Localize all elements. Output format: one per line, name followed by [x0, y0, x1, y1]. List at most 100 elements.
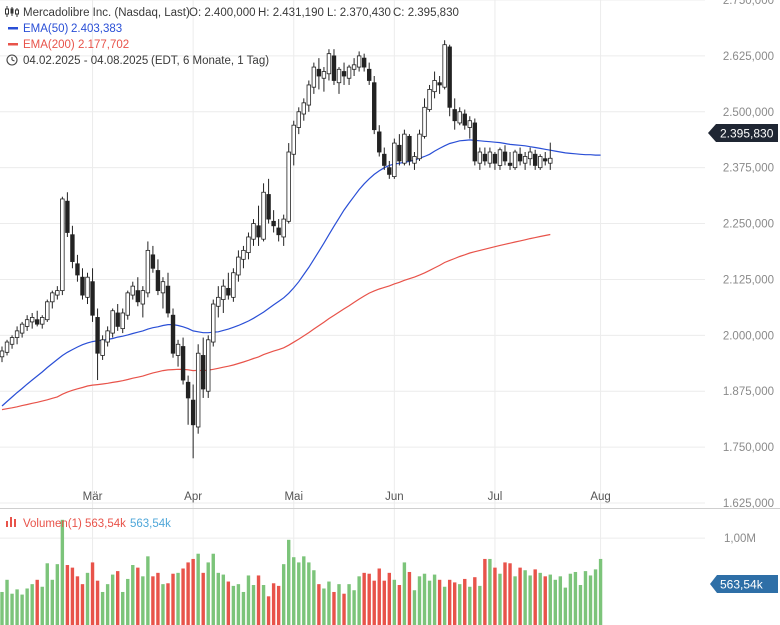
- volume-bar: [146, 556, 150, 625]
- time-axis[interactable]: Mär Apr Mai Jun Jul Aug: [83, 491, 611, 503]
- candle: [437, 76, 442, 94]
- candle: [256, 205, 261, 246]
- volume-bar: [186, 562, 190, 625]
- volume-bar: [447, 579, 452, 625]
- candle: [356, 51, 362, 72]
- candle: [216, 286, 221, 318]
- candle: [55, 286, 60, 300]
- candle: [85, 272, 90, 305]
- volume-bar: [266, 596, 271, 625]
- volume-bar: [578, 585, 583, 625]
- open-value: O: 2.400,000: [189, 7, 256, 19]
- volume-bar: [176, 572, 180, 625]
- volume-bar: [131, 565, 135, 625]
- volume-bar: [276, 585, 281, 625]
- bar-chart-icon: [6, 517, 16, 527]
- candle: [125, 290, 130, 320]
- candle: [65, 192, 70, 237]
- candle: [311, 62, 317, 94]
- candle: [301, 98, 306, 121]
- candle: [130, 281, 135, 300]
- candle: [276, 219, 281, 242]
- candle: [95, 308, 100, 381]
- volume-bar: [151, 576, 155, 625]
- candle: [512, 149, 518, 170]
- candle: [392, 138, 397, 179]
- volume-bar: [246, 575, 251, 625]
- candle: [472, 118, 478, 166]
- volume-bar: [417, 576, 422, 625]
- candle: [261, 183, 266, 242]
- candle: [321, 67, 327, 92]
- volume-bar: [463, 578, 467, 625]
- volume-bar: [558, 576, 563, 625]
- candle: [195, 344, 201, 434]
- volume-bar: [35, 579, 39, 625]
- last-volume-value: 563,54k: [720, 578, 764, 592]
- candle: [105, 326, 110, 347]
- candle: [70, 225, 75, 269]
- volume-bar: [453, 582, 457, 625]
- volume-bar: [362, 572, 366, 625]
- volume-bar: [498, 573, 502, 625]
- candle: [492, 152, 498, 170]
- volume-legend: Volumen(1) 563,54k 563,54k: [6, 517, 171, 530]
- volume-bar: [292, 557, 296, 625]
- ema200-label: EMA(200): [23, 39, 75, 51]
- ema200-layer: [1, 233, 551, 411]
- candle: [538, 154, 543, 170]
- price-tick-label: 2.500,000: [723, 107, 774, 119]
- low-value: L: 2.370,430: [327, 7, 391, 19]
- price-tick-label: 1.625,000: [723, 498, 774, 510]
- candle: [185, 375, 191, 425]
- volume-bar: [297, 562, 301, 625]
- volume-bar: [40, 586, 44, 625]
- candle: [35, 310, 40, 327]
- candle: [150, 245, 156, 273]
- candle: [29, 312, 35, 329]
- volume-bar: [241, 591, 246, 625]
- volume-bar: [126, 578, 130, 625]
- time-tick-label: Mai: [284, 491, 303, 503]
- volume-bar: [518, 567, 522, 625]
- candle: [382, 147, 387, 170]
- volume-bar: [80, 584, 85, 625]
- candle: [407, 134, 412, 166]
- volume-bar: [432, 574, 437, 625]
- volume-bar: [231, 585, 236, 625]
- volume-bar: [171, 573, 175, 625]
- volume-bar: [583, 571, 588, 625]
- volume-bar: [593, 569, 598, 625]
- candlestick-icon[interactable]: [5, 6, 19, 17]
- last-price-value: 2.395,830: [720, 127, 774, 141]
- price-axis[interactable]: 1.625,000 1.750,000 1.875,000 2.000,000 2.12…: [723, 0, 774, 510]
- volume-bar: [513, 576, 517, 625]
- volume-bar: [458, 584, 462, 625]
- candle: [397, 134, 402, 166]
- candle: [326, 49, 332, 81]
- volume-bar: [397, 585, 402, 625]
- volume-bar: [307, 562, 311, 625]
- price-tick-label: 2.625,000: [723, 51, 774, 63]
- volume-bar: [206, 562, 210, 625]
- last-volume-badge: 563,54k: [710, 575, 778, 593]
- volume-bar: [538, 572, 542, 625]
- candle: [452, 98, 457, 130]
- volume-bar: [488, 558, 492, 625]
- volume-bar: [352, 590, 356, 625]
- candle: [517, 147, 523, 166]
- volume-bar: [191, 558, 195, 625]
- volume-tick-label: 1,00M: [724, 533, 756, 545]
- candle: [482, 147, 488, 166]
- candles: [0, 40, 553, 459]
- ema50-label: EMA(50): [23, 23, 69, 35]
- volume-axis[interactable]: 1,00M: [724, 533, 756, 545]
- volume-bar: [473, 577, 477, 625]
- volume-bar: [25, 588, 29, 625]
- candle: [206, 335, 211, 398]
- candle: [236, 250, 241, 282]
- candle: [221, 279, 226, 313]
- price-tick-label: 2.375,000: [723, 163, 774, 175]
- volume-bar: [201, 572, 205, 625]
